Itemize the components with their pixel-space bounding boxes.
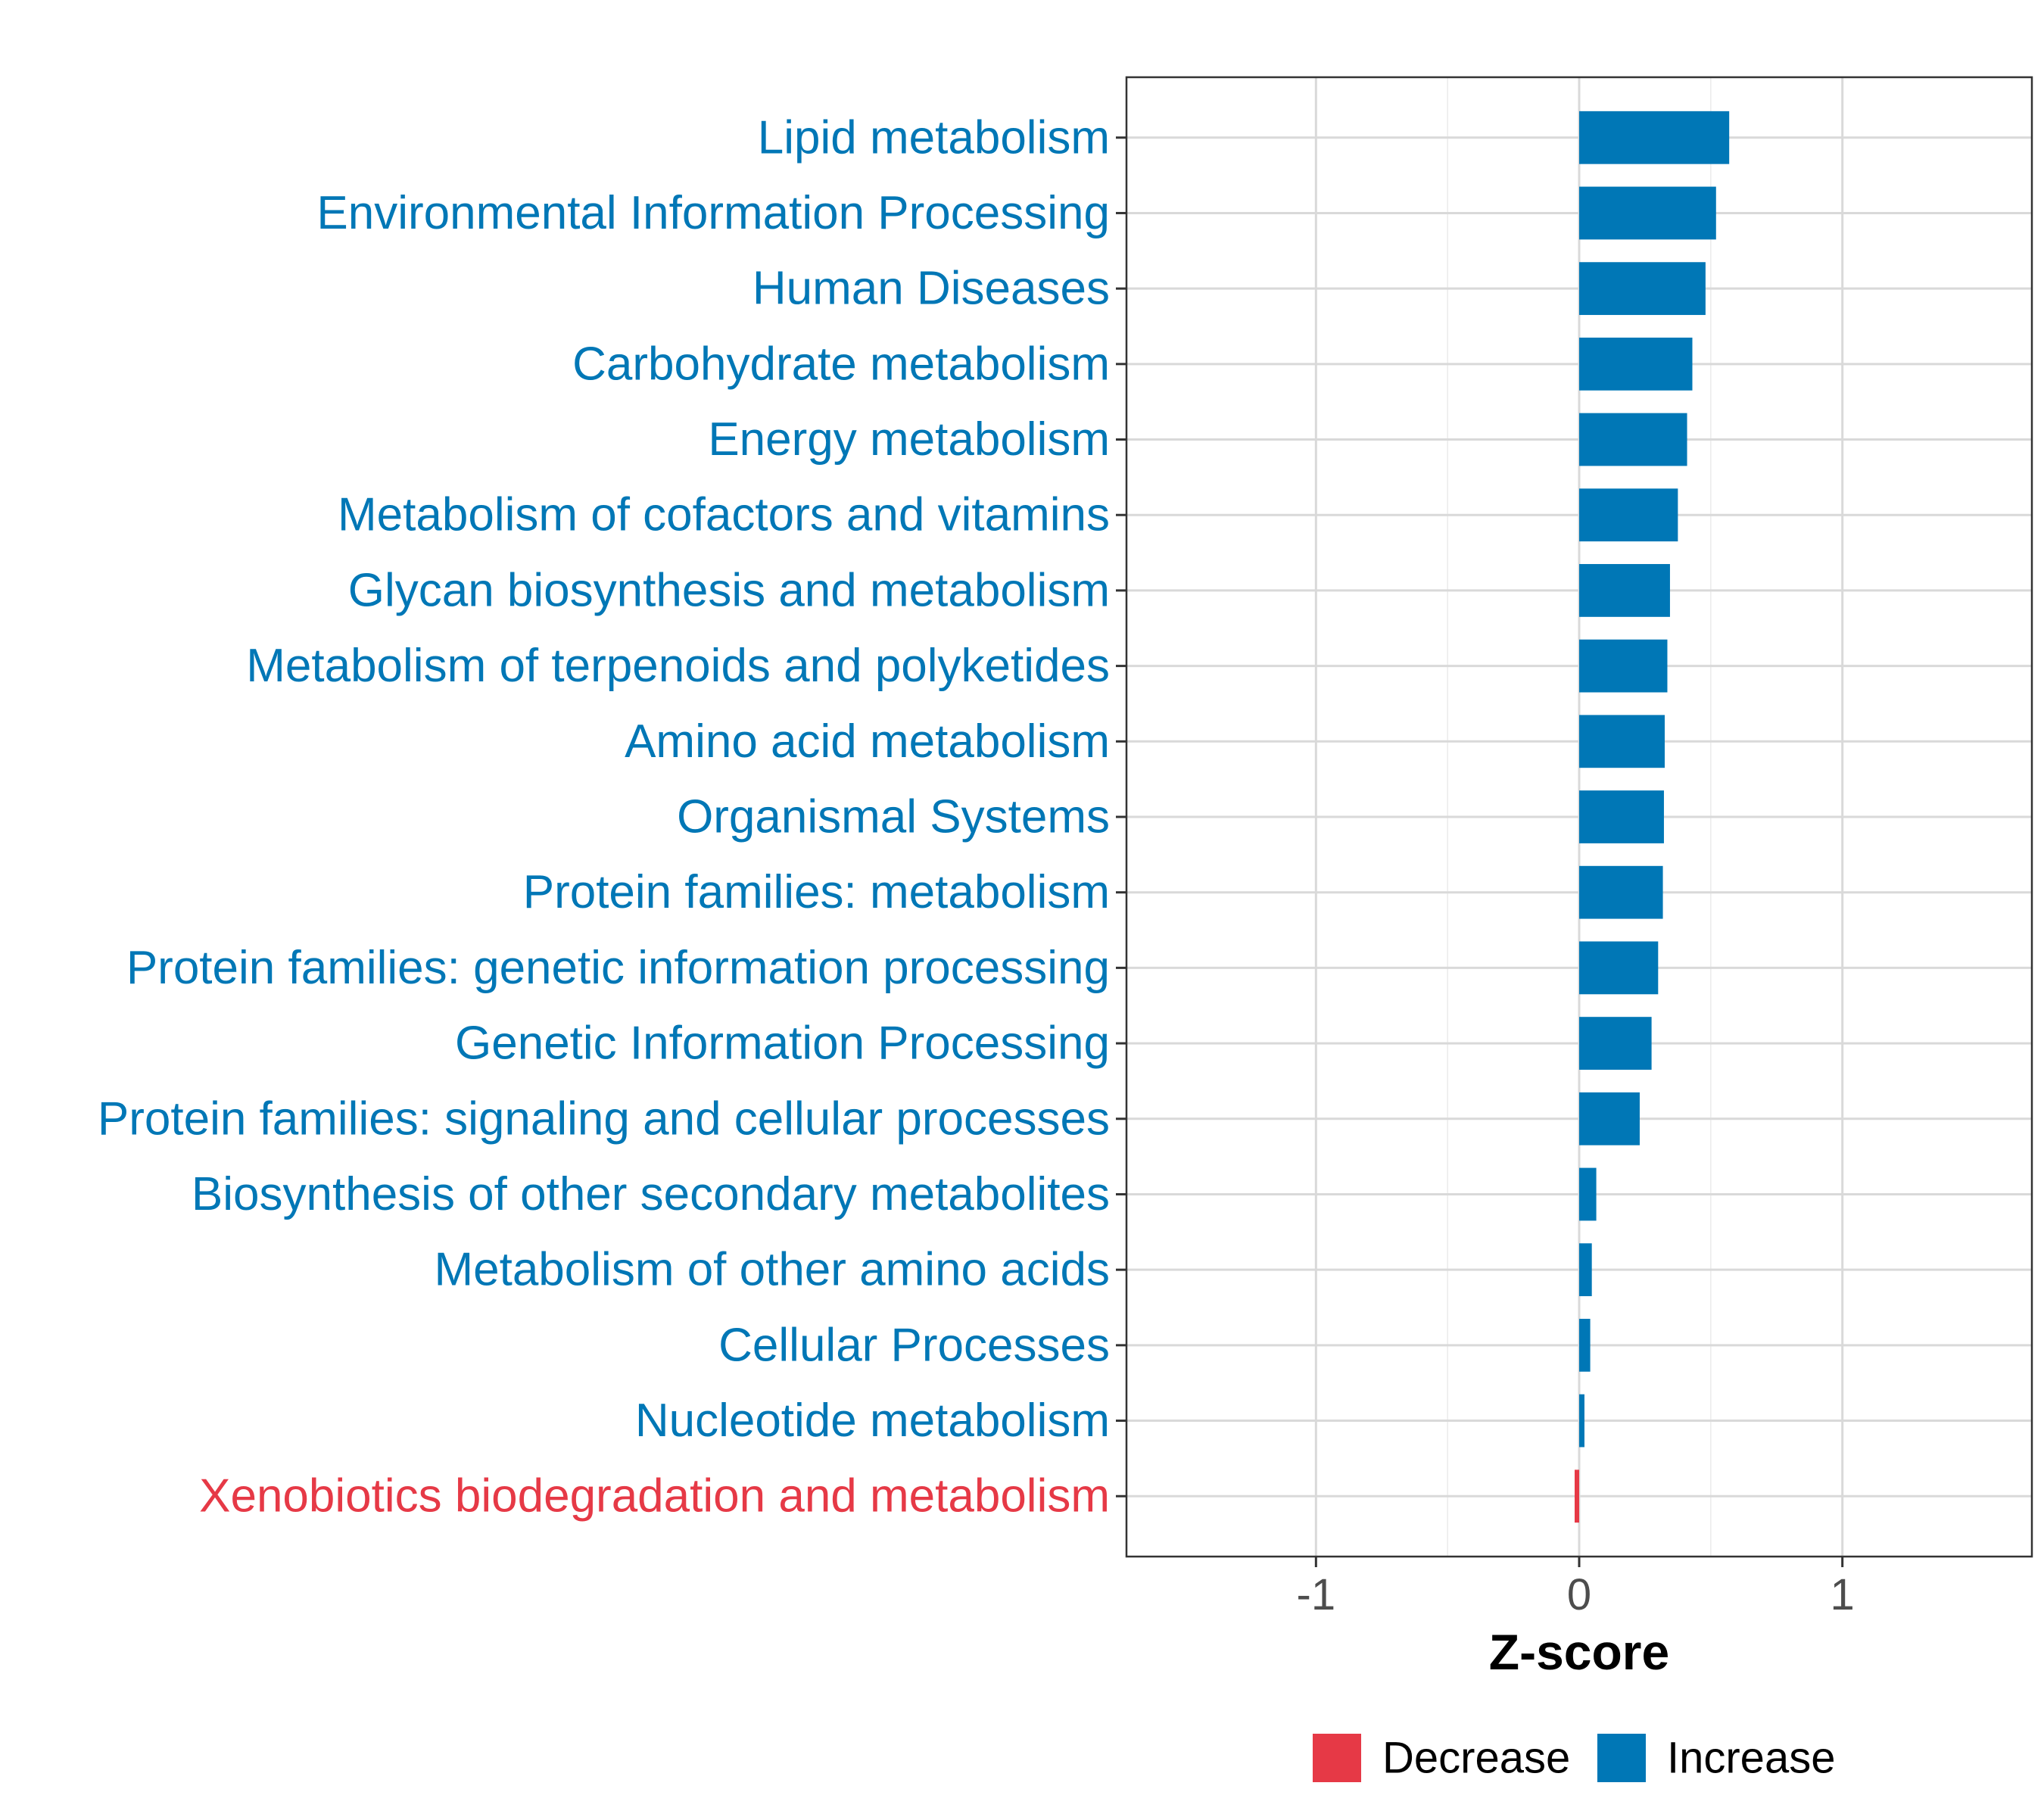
x-tick-label: -1 [1297, 1570, 1336, 1619]
category-label: Energy metabolism [708, 413, 1110, 466]
category-label: Carbohydrate metabolism [572, 338, 1110, 390]
category-label: Glycan biosynthesis and metabolism [348, 564, 1110, 616]
bars [1575, 111, 1730, 1523]
bar [1579, 1017, 1652, 1070]
bar [1579, 790, 1664, 843]
legend-key-increase [1597, 1734, 1646, 1782]
category-label: Protein families: signaling and cellular… [98, 1092, 1110, 1145]
category-label: Amino acid metabolism [625, 715, 1110, 768]
category-label: Metabolism of terpenoids and polyketides [246, 640, 1110, 692]
bar [1579, 111, 1730, 164]
bar [1579, 715, 1665, 768]
bar [1579, 1394, 1584, 1448]
category-label: Protein families: metabolism [523, 866, 1110, 918]
category-label: Protein families: genetic information pr… [126, 942, 1110, 994]
bar [1579, 488, 1678, 542]
bar [1579, 413, 1687, 466]
bar [1579, 1092, 1640, 1145]
y-axis-ticks [1116, 136, 1126, 1498]
bar [1579, 639, 1668, 693]
category-label: Metabolism of cofactors and vitamins [338, 489, 1110, 541]
bar [1579, 564, 1670, 617]
category-label: Biosynthesis of other secondary metaboli… [192, 1168, 1110, 1220]
bar [1579, 1243, 1592, 1297]
x-axis-ticks: -1 0 1 [1297, 1557, 1855, 1619]
category-label: Organismal Systems [677, 791, 1110, 843]
category-label: Lipid metabolism [758, 111, 1110, 164]
x-tick-label: 0 [1567, 1570, 1591, 1619]
category-label: Nucleotide metabolism [635, 1395, 1110, 1447]
category-label: Metabolism of other amino acids [434, 1244, 1110, 1296]
category-label: Environmental Information Processing [316, 187, 1110, 239]
bar [1575, 1469, 1579, 1523]
legend-label-increase: Increase [1667, 1734, 1835, 1783]
legend-key-decrease [1313, 1734, 1361, 1782]
bar [1579, 941, 1659, 995]
bar [1579, 865, 1663, 919]
category-label: Human Diseases [752, 263, 1110, 315]
category-label: Xenobiotics biodegradation and metabolis… [199, 1470, 1110, 1522]
legend: Decrease Increase [1313, 1734, 1835, 1783]
bar [1579, 186, 1716, 240]
bar [1579, 337, 1693, 391]
bar [1579, 262, 1706, 316]
x-axis-title: Z-score [1489, 1624, 1669, 1680]
bar [1579, 1318, 1591, 1372]
bar [1579, 1167, 1597, 1221]
legend-label-decrease: Decrease [1382, 1734, 1570, 1783]
x-tick-label: 1 [1831, 1570, 1855, 1619]
category-label: Genetic Information Processing [455, 1018, 1110, 1070]
category-label: Cellular Processes [718, 1319, 1110, 1371]
y-axis-labels: Lipid metabolism Environmental Informatio… [98, 111, 1110, 1522]
